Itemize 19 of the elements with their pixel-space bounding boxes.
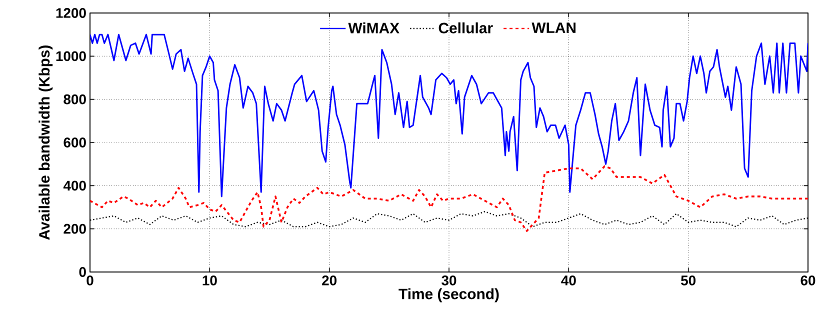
y-axis-title: Available bandwidth (Kbps) <box>38 46 53 240</box>
y-tick-label: 400 <box>63 180 86 191</box>
x-tick-label: 20 <box>322 276 337 286</box>
y-tick-label: 1200 <box>56 8 86 18</box>
x-tick-label: 50 <box>681 276 696 286</box>
y-tick-label: 1000 <box>56 51 86 62</box>
x-tick-label: 10 <box>202 276 217 286</box>
x-tick-label: 30 <box>442 276 456 286</box>
y-tick-label: 0 <box>79 267 86 277</box>
x-tick-label: 0 <box>86 276 94 286</box>
y-tick-label: 600 <box>64 138 86 148</box>
y-tick-label: 200 <box>64 224 86 234</box>
legend-label: Cellular <box>438 22 493 34</box>
x-axis-title: Time (second) <box>398 288 499 302</box>
x-tick-label: 40 <box>561 276 576 286</box>
legend-label: WLAN <box>532 22 576 33</box>
x-tick-label: 60 <box>800 276 816 286</box>
legend-label: WiMAX <box>348 22 400 34</box>
y-tick-label: 800 <box>64 94 86 104</box>
